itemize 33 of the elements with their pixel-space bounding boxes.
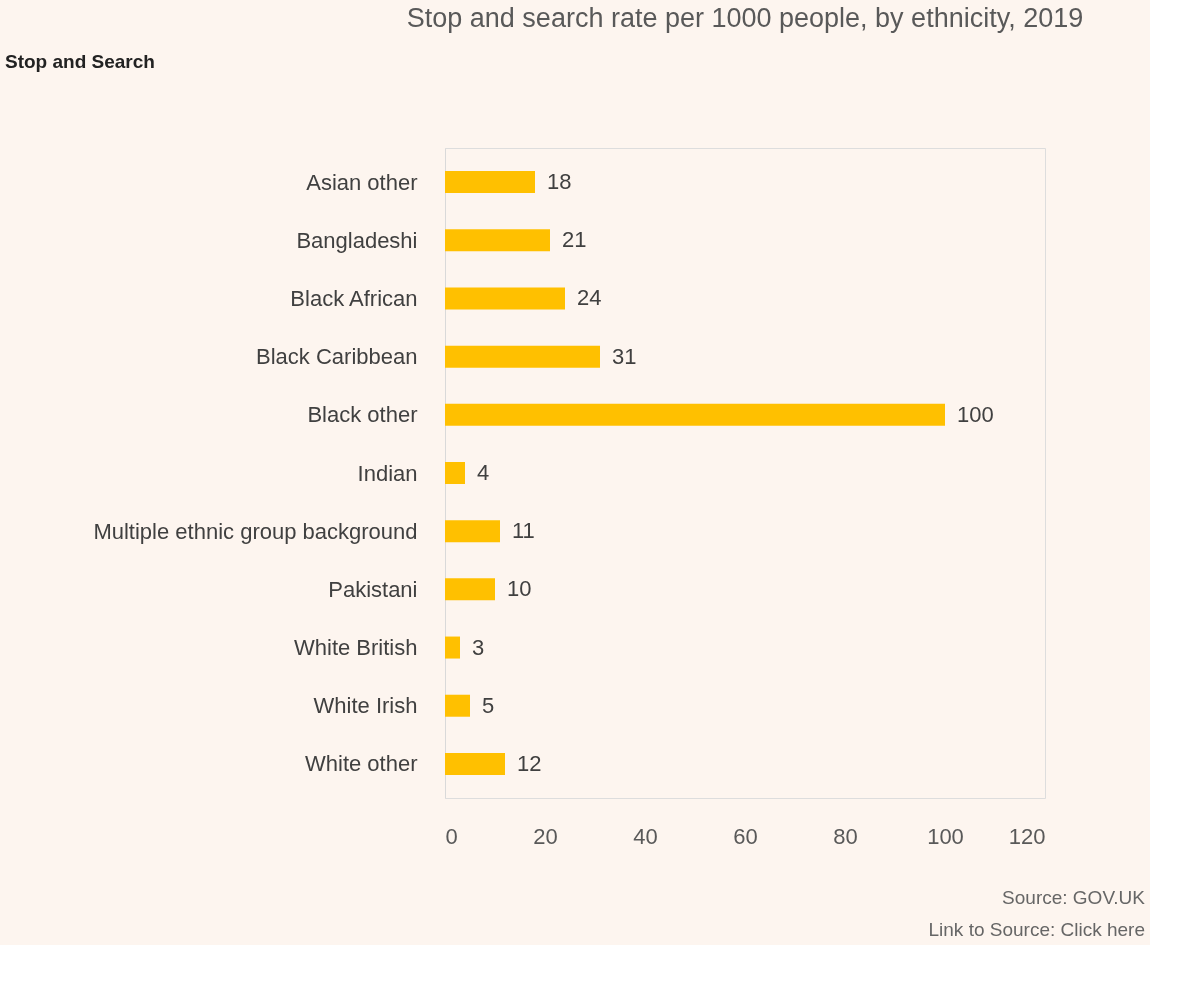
data-label: 11 (512, 518, 535, 544)
y-tick-label: Asian other (306, 169, 418, 195)
data-label: 100 (957, 401, 994, 427)
x-tick-label: 60 (733, 823, 758, 849)
chart-title: Stop and search rate per 1000 people, by ethnicity, 2019 (406, 3, 1084, 33)
y-tick-label: Indian (357, 460, 418, 486)
x-tick-label: 40 (633, 823, 658, 849)
data-label: 31 (612, 343, 637, 369)
data-label: 12 (517, 750, 542, 776)
x-tick-label: 120 (1008, 823, 1046, 849)
data-label: 4 (477, 460, 490, 485)
data-label: 5 (482, 692, 495, 718)
y-tick-label: Black other (307, 402, 418, 428)
x-tick-label: 0 (445, 823, 458, 849)
y-tick-label: White other (305, 751, 418, 777)
data-label: 21 (562, 227, 587, 253)
y-tick-label: Pakistani (328, 576, 418, 602)
data-label: 3 (472, 634, 485, 660)
y-tick-label: Black Caribbean (256, 344, 418, 370)
data-label: 18 (547, 169, 572, 195)
x-tick-label: 20 (533, 823, 558, 849)
y-tick-label: Black African (290, 285, 418, 311)
text: Stop and Search (5, 51, 155, 72)
x-tick-label: 80 (833, 823, 858, 849)
x-tick-label: 100 (927, 823, 964, 849)
data-label: 24 (577, 285, 602, 311)
data-label: 10 (507, 576, 532, 602)
y-tick-label: Bangladeshi (296, 227, 418, 253)
y-tick-label: Multiple ethnic group background (93, 518, 418, 544)
y-tick-label: White British (294, 635, 418, 661)
y-tick-label: White Irish (313, 693, 418, 719)
text: Link to Source: Click here (928, 919, 1145, 940)
source-note: Source: GOV.UK (1002, 887, 1146, 908)
